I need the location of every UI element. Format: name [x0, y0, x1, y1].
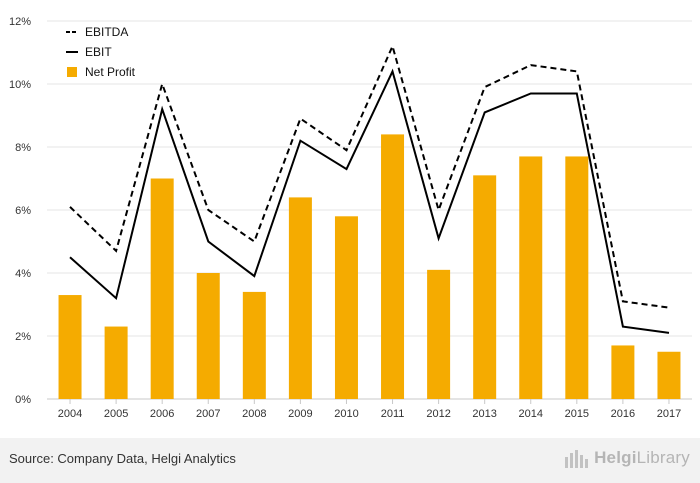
- y-tick-label: 4%: [15, 268, 31, 280]
- x-tick-label: 2017: [657, 408, 681, 420]
- y-tick-label: 2%: [15, 331, 31, 343]
- ebit-line: [69, 68, 670, 334]
- ebitda-line: [69, 43, 670, 309]
- legend-label: EBIT: [85, 45, 112, 59]
- y-tick-label: 12%: [9, 16, 31, 28]
- x-tick-label: 2006: [150, 408, 174, 420]
- legend: EBITDA EBIT Net Profit: [66, 25, 136, 79]
- bar: [565, 156, 589, 399]
- bar: [611, 345, 635, 399]
- x-tick-label: 2009: [288, 408, 312, 420]
- bar: [381, 134, 405, 399]
- source-text: Source: Company Data, Helgi Analytics: [9, 451, 236, 466]
- chart: 0%2%4%6%8%10%12% 2004 2005 2006 2007 2008 200…: [9, 16, 692, 420]
- bar: [473, 175, 497, 399]
- bar: [519, 156, 543, 399]
- bar: [150, 178, 174, 399]
- x-tick-label: 2010: [334, 408, 358, 420]
- logo-text: HelgiLibrary: [594, 448, 690, 467]
- x-tick-label: 2012: [426, 408, 450, 420]
- x-tick-label: 2014: [519, 408, 543, 420]
- bar-series: [58, 134, 681, 399]
- legend-label: EBITDA: [85, 25, 128, 39]
- bar: [657, 351, 681, 399]
- bar: [242, 291, 266, 399]
- bar: [196, 273, 220, 399]
- bar: [104, 326, 128, 399]
- y-axis-ticks: 0% 2% 4% 6% 8% 10% 12%: [9, 16, 31, 406]
- bar: [288, 197, 312, 399]
- bar: [58, 295, 82, 399]
- x-tick-label: 2008: [242, 408, 266, 420]
- x-tick-label: 2015: [565, 408, 589, 420]
- y-tick-label: 0%: [15, 394, 31, 406]
- x-tick-label: 2004: [58, 408, 82, 420]
- x-tick-label: 2007: [196, 408, 220, 420]
- footer: Source: Company Data, Helgi Analytics He…: [0, 438, 700, 483]
- x-tick-label: 2013: [472, 408, 496, 420]
- gridlines: [47, 20, 692, 400]
- y-tick-label: 6%: [15, 205, 31, 217]
- x-axis-ticks: 2004 2005 2006 2007 2008 2009 2010 2011 2012 2013…: [58, 399, 681, 420]
- bar-chart-logo-icon: [565, 450, 589, 468]
- legend-swatch: [67, 67, 77, 77]
- bar: [334, 216, 358, 399]
- x-tick-label: 2005: [104, 408, 128, 420]
- helgi-library-logo: HelgiLibrary: [564, 447, 690, 469]
- bar: [427, 269, 451, 399]
- y-tick-label: 10%: [9, 79, 31, 91]
- x-tick-label: 2011: [381, 408, 405, 420]
- legend-label: Net Profit: [85, 65, 136, 79]
- y-tick-label: 8%: [15, 142, 31, 154]
- x-tick-label: 2016: [611, 408, 635, 420]
- line-series: [69, 43, 670, 334]
